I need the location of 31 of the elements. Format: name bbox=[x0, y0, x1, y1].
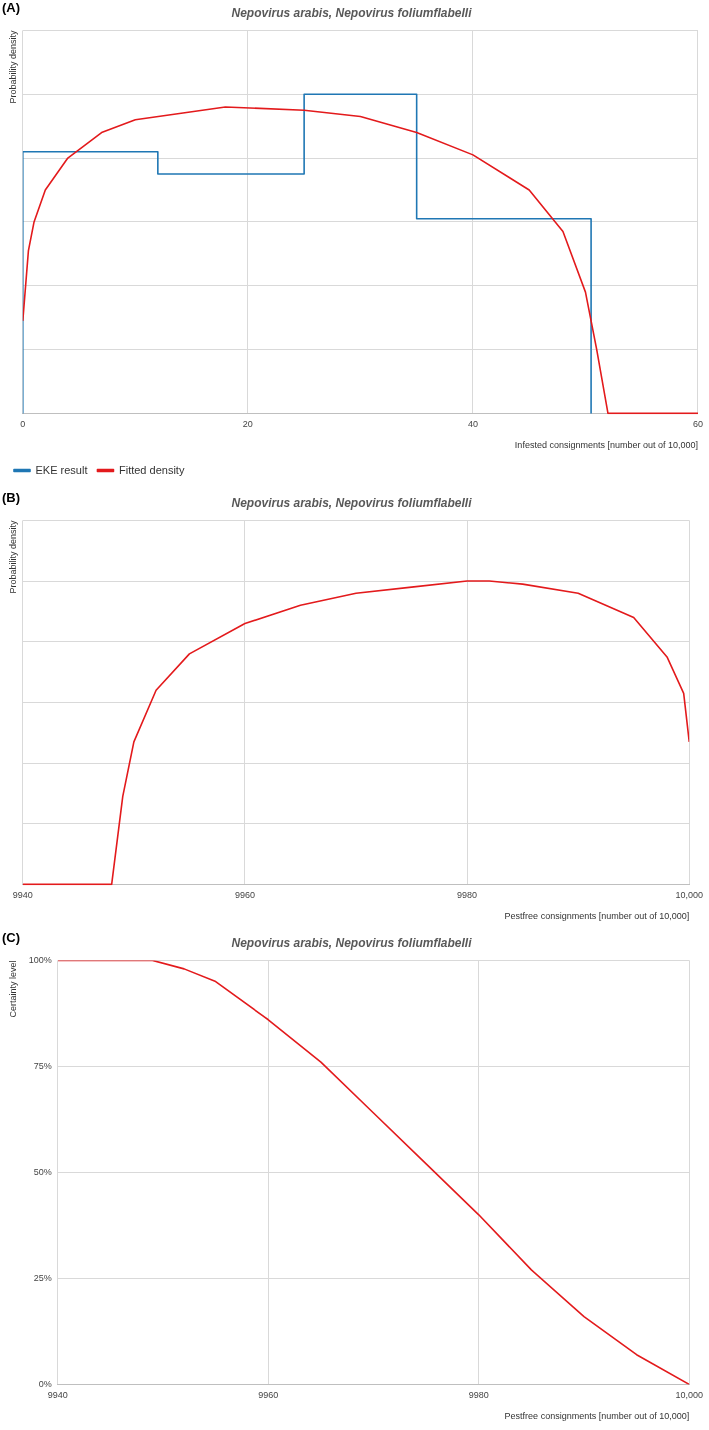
x-tick-label: 9940 bbox=[12, 890, 33, 901]
y-axis-title: Certainty level bbox=[7, 960, 18, 1018]
text: (B) bbox=[2, 490, 21, 506]
x-axis-title: Pestfree consignments [number out of 10,000] bbox=[504, 911, 690, 922]
x-tick-label: 9960 bbox=[258, 1390, 279, 1401]
y-tick-label: 100% bbox=[28, 954, 52, 965]
y-axis-title: Probability density bbox=[7, 519, 18, 594]
x-tick-label: 9960 bbox=[234, 890, 255, 901]
x-tick-label: 9980 bbox=[468, 1390, 489, 1401]
text: (A) bbox=[2, 0, 21, 16]
y-tick-label: 50% bbox=[33, 1166, 52, 1177]
x-tick-label: 60 bbox=[692, 419, 703, 430]
y-tick-label: 75% bbox=[33, 1060, 52, 1071]
x-tick-label: 10,000 bbox=[675, 890, 703, 901]
legend-label: Fitted density bbox=[118, 463, 185, 476]
legend-label: EKE result bbox=[35, 463, 88, 476]
chart-title: Nepovirus arabis, Nepovirus foliumflabelli bbox=[231, 495, 473, 510]
y-axis-title: Probability density bbox=[7, 29, 18, 104]
text: (C) bbox=[2, 930, 21, 946]
y-tick-label: 25% bbox=[33, 1272, 52, 1283]
chart-title: Nepovirus arabis, Nepovirus foliumflabelli bbox=[231, 5, 473, 20]
x-tick-label: 0 bbox=[20, 419, 26, 430]
x-tick-label: 9980 bbox=[457, 890, 478, 901]
x-axis-title: Pestfree consignments [number out of 10,000] bbox=[504, 1411, 690, 1422]
x-tick-label: 9940 bbox=[47, 1390, 68, 1401]
y-tick-label: 0% bbox=[38, 1378, 52, 1389]
x-tick-label: 20 bbox=[242, 419, 253, 430]
x-tick-label: 40 bbox=[467, 419, 478, 430]
x-tick-label: 10,000 bbox=[675, 1390, 703, 1401]
x-axis-title: Infested consignments [number out of 10,000] bbox=[514, 440, 698, 451]
chart-title: Nepovirus arabis, Nepovirus foliumflabelli bbox=[231, 935, 473, 950]
